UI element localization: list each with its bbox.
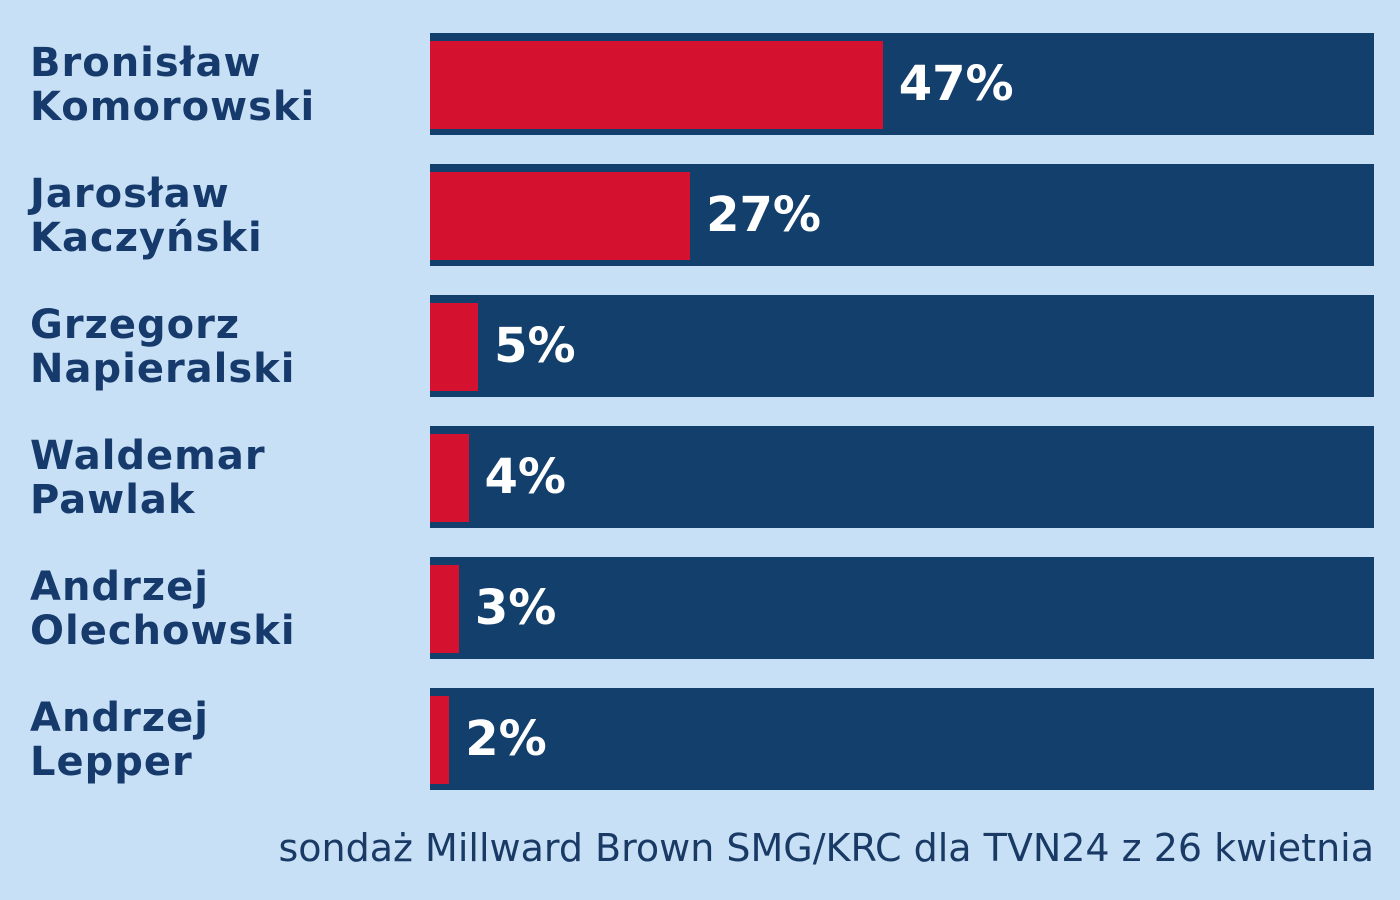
value-label: 4% bbox=[484, 449, 567, 505]
bar bbox=[430, 696, 450, 784]
value-label: 27% bbox=[706, 187, 821, 243]
category-label: Jarosław Kaczyński bbox=[30, 171, 263, 261]
bar-track bbox=[430, 688, 1374, 790]
bar-track bbox=[430, 557, 1374, 659]
bar bbox=[430, 303, 479, 391]
source-note: sondaż Millward Brown SMG/KRC dla TVN24 … bbox=[278, 826, 1374, 870]
category-label: Andrzej Olechowski bbox=[30, 564, 296, 654]
value-label: 2% bbox=[465, 711, 547, 767]
value-label: 47% bbox=[898, 56, 1014, 112]
bar bbox=[430, 41, 883, 129]
bar-track bbox=[430, 426, 1374, 528]
category-label: Waldemar Pawlak bbox=[30, 433, 266, 523]
category-label: Andrzej Lepper bbox=[30, 695, 209, 785]
bar bbox=[430, 565, 459, 653]
value-label: 5% bbox=[494, 318, 576, 374]
value-label: 3% bbox=[474, 580, 557, 636]
bar bbox=[430, 172, 691, 260]
category-label: Bronisław Komorowski bbox=[30, 40, 316, 130]
category-label: Grzegorz Napieralski bbox=[30, 302, 296, 392]
bar bbox=[430, 434, 469, 522]
bar-track bbox=[430, 295, 1374, 397]
